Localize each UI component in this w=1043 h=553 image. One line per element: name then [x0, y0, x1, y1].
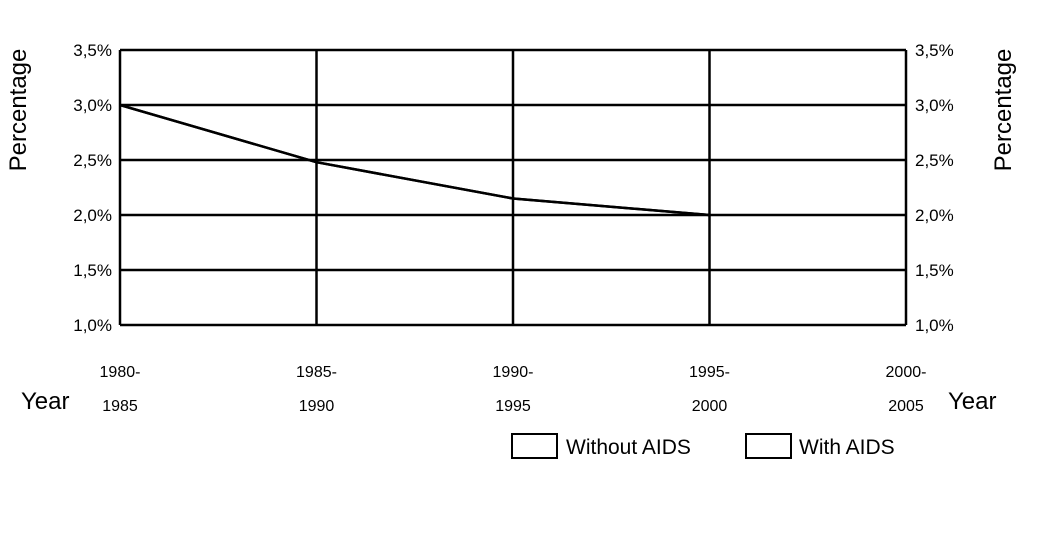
legend-swatch [745, 433, 792, 459]
y-tick-label-left: 1,0% [73, 316, 112, 335]
x-tick-label-top: 1995- [689, 364, 730, 381]
x-tick-label-bottom: 2005 [888, 398, 924, 415]
x-tick-label-bottom: 1995 [495, 398, 531, 415]
x-tick-label-top: 1990- [493, 364, 534, 381]
y-tick-label-left: 3,5% [73, 41, 112, 60]
y-tick-label-right: 3,0% [915, 96, 954, 115]
y-axis-left-ticks: 3,5% 3,0% 2,5% 2,0% 1,5% 1,0% [73, 41, 112, 335]
x-tick-label-top: 1980- [100, 364, 141, 381]
x-tick-label-bottom: 1985 [102, 398, 138, 415]
x-axis-ticks: 1980- 1985 1985- 1990 1990- 1995 1995- 2000 2000… [100, 364, 927, 415]
x-axis-left-title: Year [21, 388, 70, 415]
legend-item-without-aids: Without AIDS [511, 433, 691, 459]
x-axis-right-title: Year [948, 388, 997, 415]
legend-swatch [511, 433, 558, 459]
legend-label: With AIDS [799, 436, 895, 459]
y-tick-label-left: 3,0% [73, 96, 112, 115]
x-tick-label-top: 2000- [886, 364, 927, 381]
x-tick-label-top: 1985- [296, 364, 337, 381]
y-axis-right-ticks: 3,5% 3,0% 2,5% 2,0% 1,5% 1,0% [915, 41, 954, 335]
y-tick-label-left: 2,0% [73, 206, 112, 225]
y-tick-label-left: 1,5% [73, 261, 112, 280]
series-lines [119, 103, 710, 217]
legend-item-with-aids: With AIDS [745, 433, 895, 459]
legend: Without AIDS With AIDS [511, 433, 895, 459]
y-tick-label-right: 3,5% [915, 41, 954, 60]
y-tick-label-right: 1,5% [915, 261, 954, 280]
x-tick-label-bottom: 1990 [299, 398, 335, 415]
y-axis-left-title: Percentage [5, 49, 32, 172]
gridlines [118, 48, 908, 327]
y-tick-label-right: 1,0% [915, 316, 954, 335]
legend-label: Without AIDS [566, 436, 691, 459]
y-axis-right-title: Percentage [990, 49, 1017, 172]
x-tick-label-bottom: 2000 [692, 398, 728, 415]
y-tick-label-right: 2,0% [915, 206, 954, 225]
y-tick-label-left: 2,5% [73, 151, 112, 170]
y-tick-label-right: 2,5% [915, 151, 954, 170]
series-line-with-aids [119, 103, 710, 217]
